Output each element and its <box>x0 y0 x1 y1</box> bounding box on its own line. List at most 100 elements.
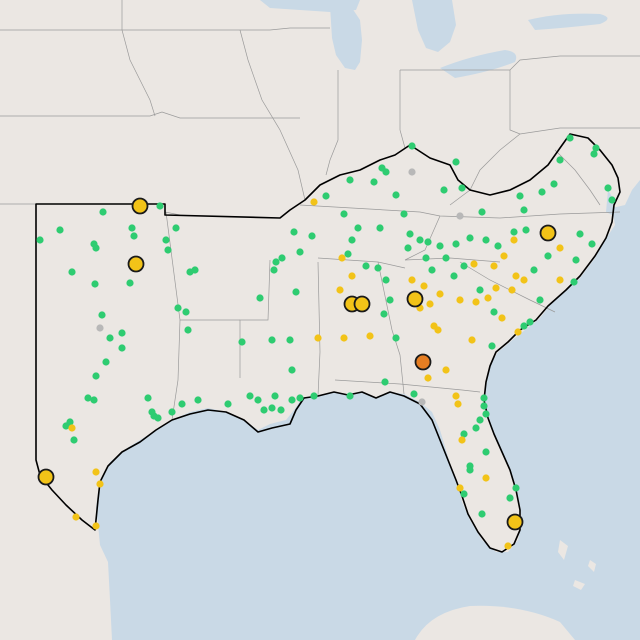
station-dot-icon[interactable] <box>172 224 180 232</box>
station-dot-icon[interactable] <box>604 184 612 192</box>
station-dot-icon[interactable] <box>556 244 564 252</box>
station-dot-icon[interactable] <box>310 392 318 400</box>
station-dot-icon[interactable] <box>422 254 430 262</box>
station-dot-icon[interactable] <box>424 238 432 246</box>
station-dot-icon[interactable] <box>354 224 362 232</box>
station-dot-icon[interactable] <box>392 191 400 199</box>
station-dot-icon[interactable] <box>480 394 488 402</box>
station-dot-icon[interactable] <box>408 168 416 176</box>
station-dot-icon[interactable] <box>504 542 512 550</box>
station-dot-icon[interactable] <box>156 202 164 210</box>
station-dot-icon[interactable] <box>556 156 564 164</box>
station-dot-icon[interactable] <box>270 266 278 274</box>
station-dot-icon[interactable] <box>336 286 344 294</box>
station-dot-icon[interactable] <box>436 290 444 298</box>
station-dot-icon[interactable] <box>346 392 354 400</box>
station-dot-icon[interactable] <box>292 288 300 296</box>
station-dot-icon[interactable] <box>556 276 564 284</box>
station-dot-icon[interactable] <box>456 484 464 492</box>
station-dot-icon[interactable] <box>482 474 490 482</box>
station-dot-icon[interactable] <box>550 180 558 188</box>
station-dot-icon[interactable] <box>480 402 488 410</box>
station-dot-icon[interactable] <box>476 286 484 294</box>
station-dot-icon[interactable] <box>296 248 304 256</box>
station-dot-icon[interactable] <box>520 206 528 214</box>
station-dot-icon[interactable] <box>472 424 480 432</box>
station-dot-icon[interactable] <box>84 394 92 402</box>
station-dot-icon[interactable] <box>500 252 508 260</box>
station-dot-icon[interactable] <box>70 436 78 444</box>
station-dot-icon[interactable] <box>194 396 202 404</box>
station-dot-icon[interactable] <box>452 158 460 166</box>
station-dot-icon[interactable] <box>424 374 432 382</box>
station-dot-icon[interactable] <box>458 184 466 192</box>
station-dot-icon[interactable] <box>348 272 356 280</box>
station-dot-icon[interactable] <box>516 192 524 200</box>
station-dot-icon[interactable] <box>90 396 98 404</box>
station-dot-icon[interactable] <box>506 494 514 502</box>
station-dot-icon[interactable] <box>96 324 104 332</box>
station-dot-icon[interactable] <box>456 212 464 220</box>
station-dot-icon[interactable] <box>434 326 442 334</box>
station-dot-icon[interactable] <box>522 226 530 234</box>
station-dot-icon[interactable] <box>272 258 280 266</box>
station-dot-icon[interactable] <box>348 236 356 244</box>
station-dot-icon[interactable] <box>362 262 370 270</box>
station-dot-icon[interactable] <box>408 142 416 150</box>
station-dot-icon[interactable] <box>260 406 268 414</box>
station-dot-icon[interactable] <box>406 230 414 238</box>
station-dot-icon[interactable] <box>36 236 44 244</box>
station-dot-icon[interactable] <box>442 254 450 262</box>
station-dot-icon[interactable] <box>310 198 318 206</box>
station-dot-icon[interactable] <box>476 416 484 424</box>
station-dot-icon[interactable] <box>538 188 546 196</box>
station-dot-icon[interactable] <box>520 322 528 330</box>
station-dot-icon[interactable] <box>344 250 352 258</box>
station-large-circle-icon[interactable] <box>353 295 371 313</box>
station-dot-icon[interactable] <box>96 480 104 488</box>
station-dot-icon[interactable] <box>268 404 276 412</box>
station-dot-icon[interactable] <box>608 196 616 204</box>
station-dot-icon[interactable] <box>288 396 296 404</box>
station-dot-icon[interactable] <box>256 294 264 302</box>
station-large-circle-icon[interactable] <box>406 290 424 308</box>
station-dot-icon[interactable] <box>490 262 498 270</box>
station-large-circle-icon[interactable] <box>131 197 149 215</box>
station-dot-icon[interactable] <box>510 228 518 236</box>
station-dot-icon[interactable] <box>420 282 428 290</box>
station-dot-icon[interactable] <box>154 414 162 422</box>
station-dot-icon[interactable] <box>404 244 412 252</box>
station-dot-icon[interactable] <box>572 256 580 264</box>
station-dot-icon[interactable] <box>482 236 490 244</box>
station-dot-icon[interactable] <box>590 150 598 158</box>
station-dot-icon[interactable] <box>544 252 552 260</box>
station-dot-icon[interactable] <box>184 326 192 334</box>
station-dot-icon[interactable] <box>378 164 386 172</box>
station-dot-icon[interactable] <box>308 232 316 240</box>
station-dot-icon[interactable] <box>510 236 518 244</box>
station-dot-icon[interactable] <box>56 226 64 234</box>
station-dot-icon[interactable] <box>98 311 106 319</box>
station-dot-icon[interactable] <box>92 468 100 476</box>
station-dot-icon[interactable] <box>392 334 400 342</box>
station-dot-icon[interactable] <box>460 430 468 438</box>
station-dot-icon[interactable] <box>246 392 254 400</box>
station-dot-icon[interactable] <box>191 266 199 274</box>
station-dot-icon[interactable] <box>492 284 500 292</box>
station-dot-icon[interactable] <box>271 392 279 400</box>
station-dot-icon[interactable] <box>338 254 346 262</box>
station-dot-icon[interactable] <box>346 176 354 184</box>
station-dot-icon[interactable] <box>400 210 408 218</box>
station-dot-icon[interactable] <box>182 308 190 316</box>
station-dot-icon[interactable] <box>144 394 152 402</box>
station-dot-icon[interactable] <box>454 400 462 408</box>
station-dot-icon[interactable] <box>482 448 490 456</box>
station-dot-icon[interactable] <box>374 264 382 272</box>
station-dot-icon[interactable] <box>452 240 460 248</box>
station-dot-icon[interactable] <box>460 262 468 270</box>
station-dot-icon[interactable] <box>570 278 578 286</box>
station-large-circle-icon[interactable] <box>506 513 524 531</box>
station-dot-icon[interactable] <box>490 308 498 316</box>
